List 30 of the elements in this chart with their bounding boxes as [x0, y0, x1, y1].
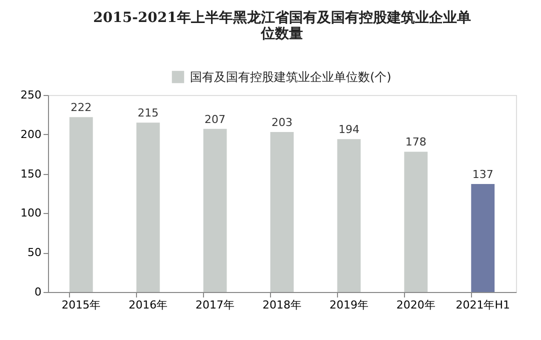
data-label: 194 — [338, 123, 360, 136]
bar — [136, 122, 160, 292]
y-tick-label: 150 — [20, 167, 42, 180]
bar — [337, 139, 361, 292]
data-label: 215 — [138, 106, 159, 120]
x-tick-label: 2020年 — [396, 298, 436, 312]
x-tick-label: 2017年 — [196, 298, 235, 312]
x-tick-label: 2021年H1 — [456, 298, 510, 312]
data-label: 207 — [204, 112, 226, 126]
bar — [471, 184, 495, 292]
x-tick-label: 2016年 — [128, 298, 168, 312]
y-tick-label: 200 — [20, 128, 42, 141]
legend-label: 国有及国有控股建筑业企业单位数(个) — [190, 70, 392, 84]
y-tick-label: 50 — [28, 246, 42, 260]
data-label: 178 — [405, 136, 426, 149]
bar — [270, 132, 294, 292]
text: 2015-2021年上半年黑龙江省国有及国有控股建筑业企业单 — [93, 10, 471, 26]
x-tick-label: 2019年 — [329, 298, 368, 312]
bar — [69, 117, 93, 292]
x-tick-label: 2018年 — [262, 298, 302, 312]
bar — [203, 128, 227, 292]
bar — [404, 152, 428, 292]
data-label: 203 — [272, 116, 292, 130]
y-tick-label: 100 — [20, 206, 42, 220]
data-label: 222 — [70, 101, 92, 114]
y-tick-label: 0 — [34, 286, 42, 298]
y-tick-label: 250 — [20, 88, 42, 102]
data-label: 137 — [472, 168, 494, 182]
x-tick-label: 2015年 — [62, 298, 101, 312]
text: 位数量 — [261, 26, 303, 42]
